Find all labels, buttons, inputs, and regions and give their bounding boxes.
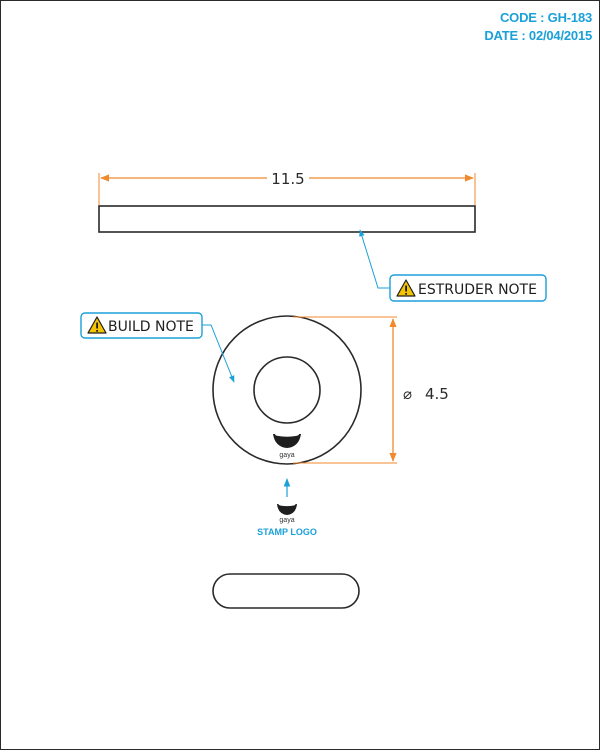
date-label: DATE : 02/04/2015 (484, 28, 592, 43)
ring-outer-circle (212, 315, 362, 465)
ring-logo-text: gaya (279, 452, 294, 459)
diameter-label-bg (400, 381, 450, 405)
estruder-note-callout[interactable]: ESTRUDER NOTE (389, 274, 547, 302)
warning-triangle-icon (396, 279, 416, 297)
build-note-callout[interactable]: BUILD NOTE (80, 312, 203, 339)
estruder-note-box (389, 274, 547, 302)
stamp-logo-icon (277, 502, 297, 515)
warning-triangle-icon (87, 316, 107, 334)
estruder-note-leader (359, 229, 390, 289)
length-dimension: 11.5 (98, 170, 476, 205)
ring-side-view (212, 573, 360, 609)
extruded-bar (98, 205, 476, 233)
diameter-symbol: ⌀ (403, 385, 412, 403)
diameter-value: 4.5 (425, 385, 449, 403)
estruder-note-label: ESTRUDER NOTE (418, 282, 537, 298)
gaya-bowl-logo-icon (273, 432, 301, 448)
diameter-dimension: ⌀ 4.5 (293, 316, 450, 464)
code-label: CODE : GH-183 (499, 10, 592, 25)
stamp-logo-label: STAMP LOGO (257, 527, 317, 537)
ring-inner-hole (253, 356, 321, 424)
build-note-leader (202, 324, 235, 383)
length-value: 11.5 (271, 170, 304, 188)
build-note-label: BUILD NOTE (108, 319, 194, 335)
stamp-logo-name: gaya (279, 517, 294, 524)
